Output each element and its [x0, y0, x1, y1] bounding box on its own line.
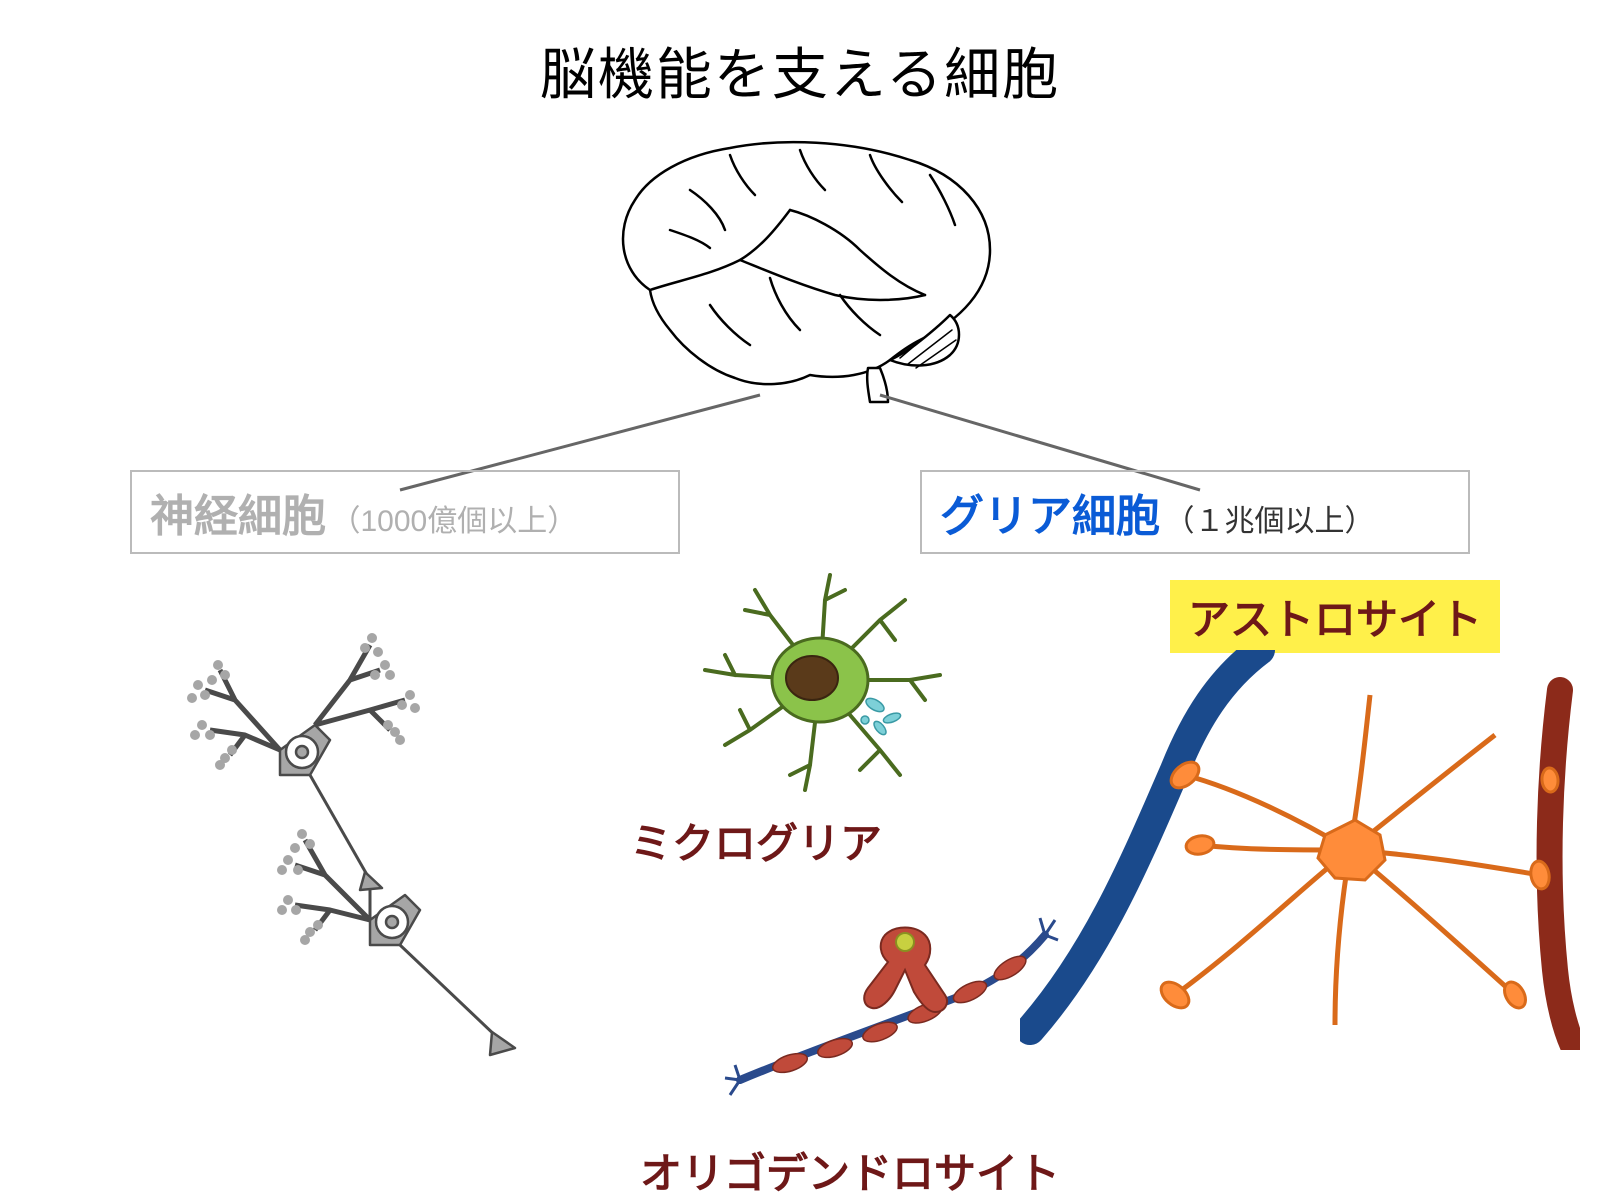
page-title: 脳機能を支える細胞 — [0, 30, 1600, 111]
microglia-illustration — [680, 560, 960, 800]
brain-illustration — [590, 120, 1010, 420]
category-neurons: 神経細胞 （1000億個以上） — [130, 470, 680, 554]
neuron-illustration — [70, 580, 590, 1100]
oligodendrocyte-illustration — [720, 900, 1060, 1140]
category-glia: グリア細胞 （１兆個以上） — [920, 470, 1470, 554]
category-neurons-sub: （1000億個以上） — [330, 505, 577, 538]
oligodendrocyte-label: オリゴデンドロサイト — [640, 1140, 1060, 1201]
category-glia-main: グリア細胞 — [940, 492, 1160, 541]
astrocyte-illustration — [1020, 650, 1580, 1050]
category-neurons-main: 神経細胞 — [150, 492, 326, 541]
category-glia-sub: （１兆個以上） — [1164, 505, 1374, 538]
astrocyte-label: アストロサイト — [1170, 580, 1500, 653]
microglia-label: ミクログリア — [630, 810, 882, 871]
